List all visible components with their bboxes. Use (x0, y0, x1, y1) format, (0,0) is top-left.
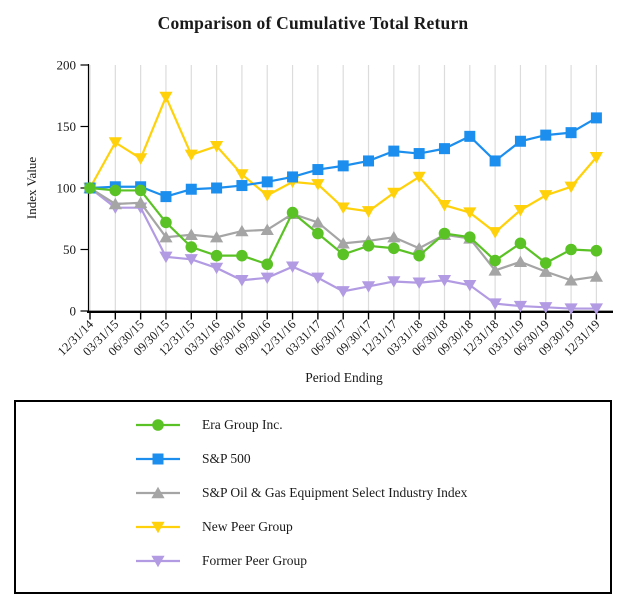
svg-text:Period Ending: Period Ending (305, 370, 383, 385)
legend-item-new-peer-group: New Peer Group (136, 519, 610, 535)
legend-label: S&P Oil & Gas Equipment Select Industry … (202, 485, 468, 500)
svg-text:50: 50 (63, 242, 76, 257)
legend-item-former-peer-group: Former Peer Group (136, 553, 610, 569)
svg-text:Index Value: Index Value (24, 157, 39, 219)
legend-label: S&P 500 (202, 451, 251, 466)
svg-text:200: 200 (57, 58, 77, 73)
new-peer-group-marker-icon (136, 519, 180, 535)
era-group-marker-icon (136, 417, 180, 433)
legend-label: Era Group Inc. (202, 417, 283, 432)
legend-label: New Peer Group (202, 519, 293, 534)
legend-label: Former Peer Group (202, 553, 307, 568)
sp-oil-gas-marker-icon (136, 485, 180, 501)
svg-text:0: 0 (70, 304, 77, 319)
svg-text:100: 100 (57, 181, 77, 196)
sp500-marker-icon (136, 451, 180, 467)
svg-text:150: 150 (57, 119, 77, 134)
legend-item-sp-oil-gas: S&P Oil & Gas Equipment Select Industry … (136, 485, 610, 501)
legend: Era Group Inc. S&P 500 S&P Oil & Gas Equ… (14, 400, 612, 594)
former-peer-group-marker-icon (136, 553, 180, 569)
plot-area: 05010015020012/31/1403/31/1506/30/1509/3… (24, 58, 613, 385)
legend-item-era-group: Era Group Inc. (136, 417, 610, 433)
legend-item-sp500: S&P 500 (136, 451, 610, 467)
chart-title: Comparison of Cumulative Total Return (157, 13, 469, 33)
